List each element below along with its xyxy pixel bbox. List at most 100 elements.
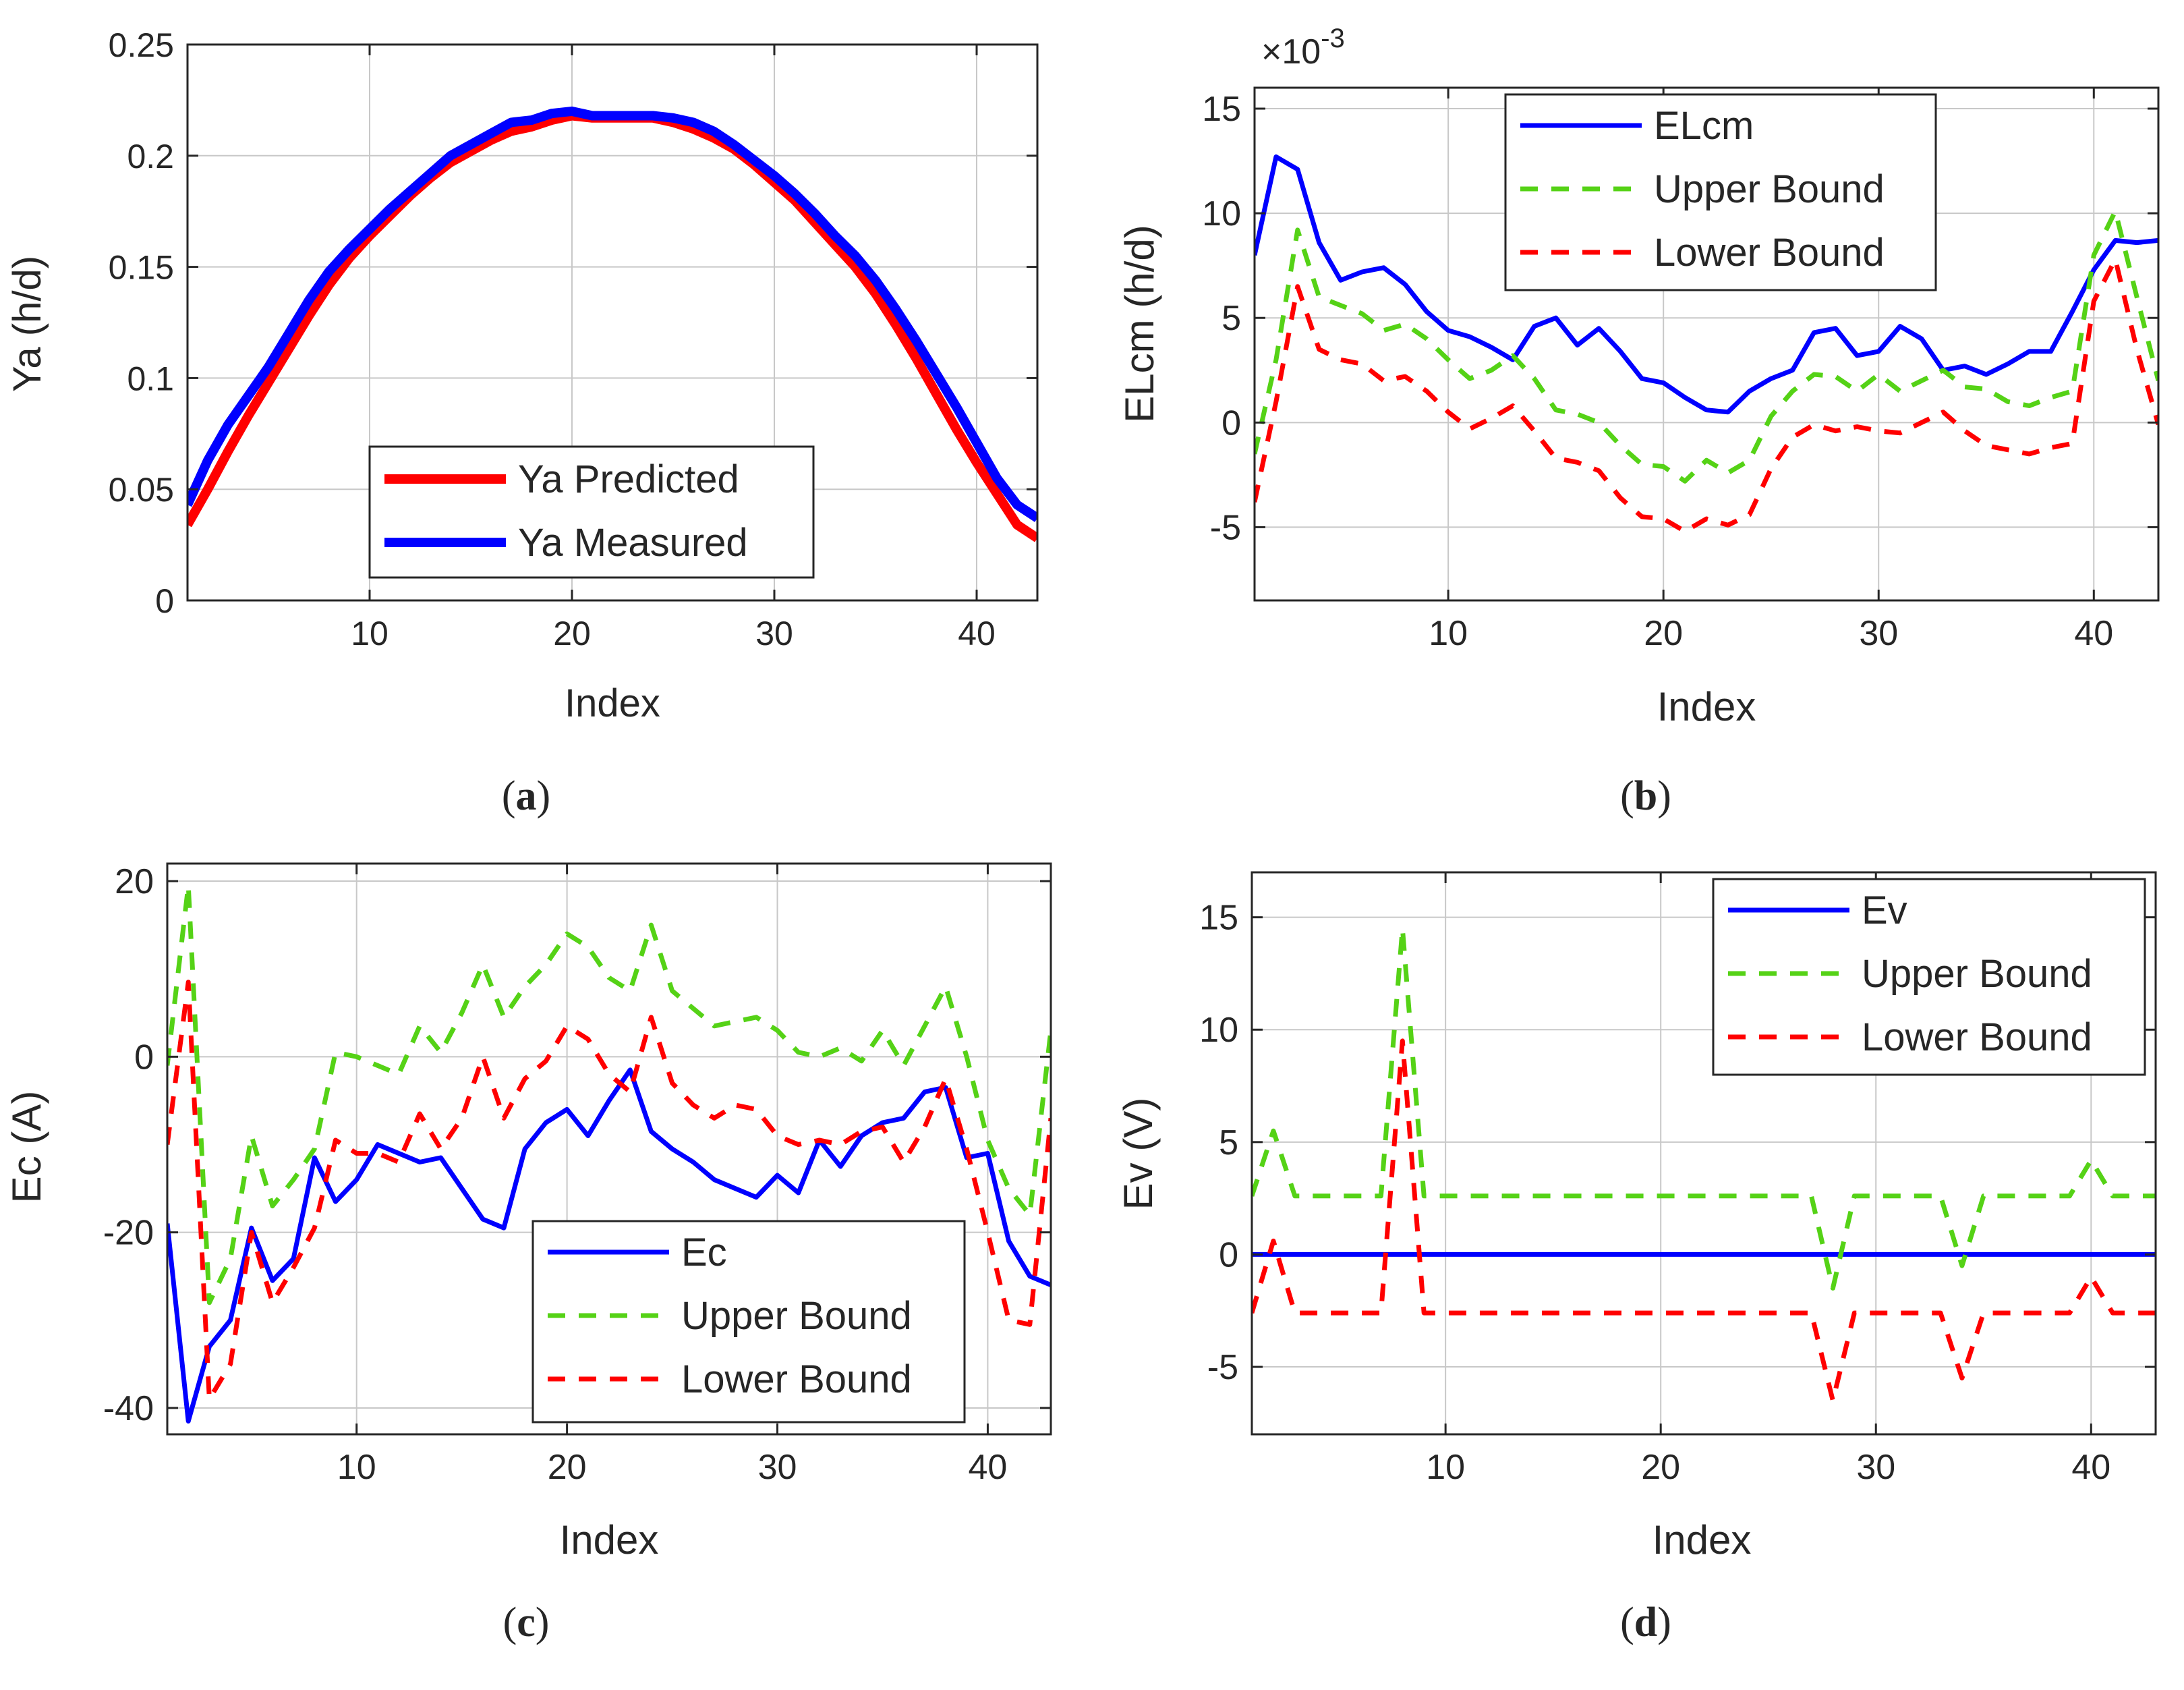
caption-close-paren-c: )	[536, 1600, 550, 1645]
panel-caption-b: (b)	[1620, 773, 1671, 819]
y-tick-label-b-1: 0	[1222, 403, 1241, 443]
series-line-d-1	[1252, 926, 2156, 1291]
y-tick-label-c-0: -40	[103, 1389, 154, 1428]
x-tick-label-c-1: 20	[548, 1448, 587, 1487]
x-tick-label-a-0: 10	[351, 615, 389, 652]
x-tick-label-d-0: 10	[1426, 1448, 1465, 1487]
caption-letter-d: d	[1634, 1600, 1657, 1645]
legend-label-a-0: Ya Predicted	[518, 457, 739, 501]
series-line-b-0	[1255, 154, 2158, 415]
legend-label-b-2: Lower Bound	[1654, 231, 1885, 275]
x-axis-label-b: Index	[1657, 684, 1756, 729]
y-tick-label-a-0: 0	[155, 582, 174, 620]
x-tick-label-d-3: 40	[2071, 1448, 2110, 1487]
y-tick-label-b-4: 15	[1202, 90, 1241, 129]
y-tick-label-a-4: 0.2	[127, 138, 174, 175]
axis-exponent-power-b: -3	[1321, 24, 1345, 53]
y-axis-label-b: ELcm (h/d)	[1117, 225, 1162, 422]
series-line-b-1	[1255, 208, 2158, 484]
legend-b: ELcm Upper Bound Lower Bound	[1504, 93, 1937, 291]
legend-label-b-0: ELcm	[1654, 104, 1754, 148]
chart-panel-c: 10 20 30 40 -40 -20 0 20 Index Ec (A) Ec Upper Boun…	[4, 862, 1052, 1645]
x-tick-label-a-3: 40	[958, 615, 996, 652]
panel-caption-c: (c)	[503, 1600, 550, 1645]
axes-box-a	[186, 43, 1039, 602]
y-tick-label-d-0: -5	[1207, 1348, 1238, 1387]
series-line-c-1	[167, 883, 1051, 1305]
axes-box-b	[1253, 86, 2160, 602]
axes-box-c	[166, 862, 1052, 1436]
x-tick-label-b-0: 10	[1429, 614, 1468, 653]
axes-box-d	[1251, 871, 2157, 1436]
legend-label-d-0: Ev	[1862, 889, 1907, 932]
caption-open-paren-b: (	[1620, 773, 1634, 819]
caption-close-paren-b: )	[1657, 773, 1671, 819]
legend-label-c-1: Upper Bound	[681, 1294, 912, 1338]
legend-label-c-2: Lower Bound	[681, 1357, 912, 1401]
legend-box-c	[531, 1220, 966, 1424]
x-tick-label-d-2: 30	[1856, 1448, 1895, 1487]
y-tick-label-c-3: 20	[115, 862, 154, 901]
series-group-a	[188, 106, 1037, 542]
chart-panel-a: 10 20 30 40 0 0.05 0.1 0.15 0.2 0.25 Index Ya (h/d)…	[5, 26, 1039, 819]
y-axis-label-d: Ev (V)	[1116, 1098, 1161, 1210]
y-tick-label-b-3: 10	[1202, 194, 1241, 233]
series-line-d-2	[1252, 1038, 2156, 1403]
y-tick-label-a-3: 0.15	[109, 249, 174, 287]
y-axis-label-a: Ya (h/d)	[5, 256, 49, 392]
x-tick-label-a-1: 20	[553, 615, 591, 652]
y-tick-label-b-0: -5	[1210, 508, 1241, 547]
x-tick-label-b-3: 40	[2074, 614, 2113, 653]
caption-letter-b: b	[1634, 773, 1657, 819]
x-tick-label-a-2: 30	[755, 615, 793, 652]
y-tick-label-a-2: 0.1	[127, 360, 174, 397]
caption-open-paren-c: (	[503, 1600, 517, 1645]
x-tick-label-d-1: 20	[1641, 1448, 1680, 1487]
x-tick-label-c-0: 10	[337, 1448, 376, 1487]
caption-close-paren-d: )	[1657, 1600, 1671, 1645]
y-tick-label-c-2: 0	[134, 1038, 154, 1077]
y-tick-label-b-2: 5	[1222, 299, 1241, 338]
y-tick-label-c-1: -20	[103, 1214, 154, 1253]
caption-letter-a: a	[516, 773, 537, 819]
x-tick-label-b-2: 30	[1859, 614, 1898, 653]
caption-open-paren-a: (	[502, 773, 516, 819]
x-tick-label-b-1: 20	[1644, 614, 1683, 653]
y-tick-label-a-1: 0.05	[109, 471, 174, 509]
legend-a: Ya Predicted Ya Measured	[368, 445, 815, 579]
series-line-a-1	[188, 106, 1037, 522]
y-tick-label-d-1: 0	[1219, 1235, 1238, 1274]
legend-d: Ev Upper Bound Lower Bound	[1712, 878, 2146, 1076]
legend-c: Ec Upper Bound Lower Bound	[531, 1220, 966, 1424]
x-tick-label-c-2: 30	[758, 1448, 797, 1487]
legend-label-a-1: Ya Measured	[518, 521, 748, 565]
y-tick-label-d-4: 15	[1199, 899, 1238, 938]
x-axis-label-a: Index	[565, 681, 660, 725]
axis-exponent-b: ×10-3	[1261, 24, 1345, 72]
legend-label-c-0: Ec	[681, 1231, 727, 1274]
series-line-c-0	[167, 1067, 1051, 1424]
x-axis-label-c: Index	[560, 1517, 659, 1562]
panel-caption-a: (a)	[502, 773, 550, 819]
y-tick-label-a-5: 0.25	[109, 26, 174, 64]
chart-panel-b: 10 20 30 40 -5 0 5 10 15 ×10-3 Index ELcm (h/d) ELcm…	[1117, 24, 2160, 819]
legend-label-d-1: Upper Bound	[1862, 952, 2092, 996]
caption-close-paren-a: )	[537, 773, 551, 819]
series-line-c-2	[167, 980, 1051, 1402]
series-group-b	[1255, 154, 2158, 534]
chart-panel-d: 10 20 30 40 -5 0 5 10 15 Index Ev (V) Ev Upper Bound…	[1116, 871, 2157, 1645]
caption-open-paren-d: (	[1620, 1600, 1634, 1645]
x-axis-label-d: Index	[1653, 1517, 1752, 1562]
legend-label-d-2: Lower Bound	[1862, 1015, 2092, 1059]
series-line-b-2	[1255, 256, 2158, 534]
legend-label-b-1: Upper Bound	[1654, 167, 1885, 211]
y-tick-label-d-3: 10	[1199, 1011, 1238, 1050]
y-axis-label-c: Ec (A)	[4, 1091, 49, 1204]
y-tick-label-d-2: 5	[1219, 1123, 1238, 1162]
panel-caption-d: (d)	[1620, 1600, 1671, 1645]
series-group-c	[167, 883, 1051, 1424]
legend-box-a	[368, 445, 815, 579]
series-group-d	[1252, 926, 2156, 1403]
caption-letter-c: c	[517, 1600, 536, 1645]
